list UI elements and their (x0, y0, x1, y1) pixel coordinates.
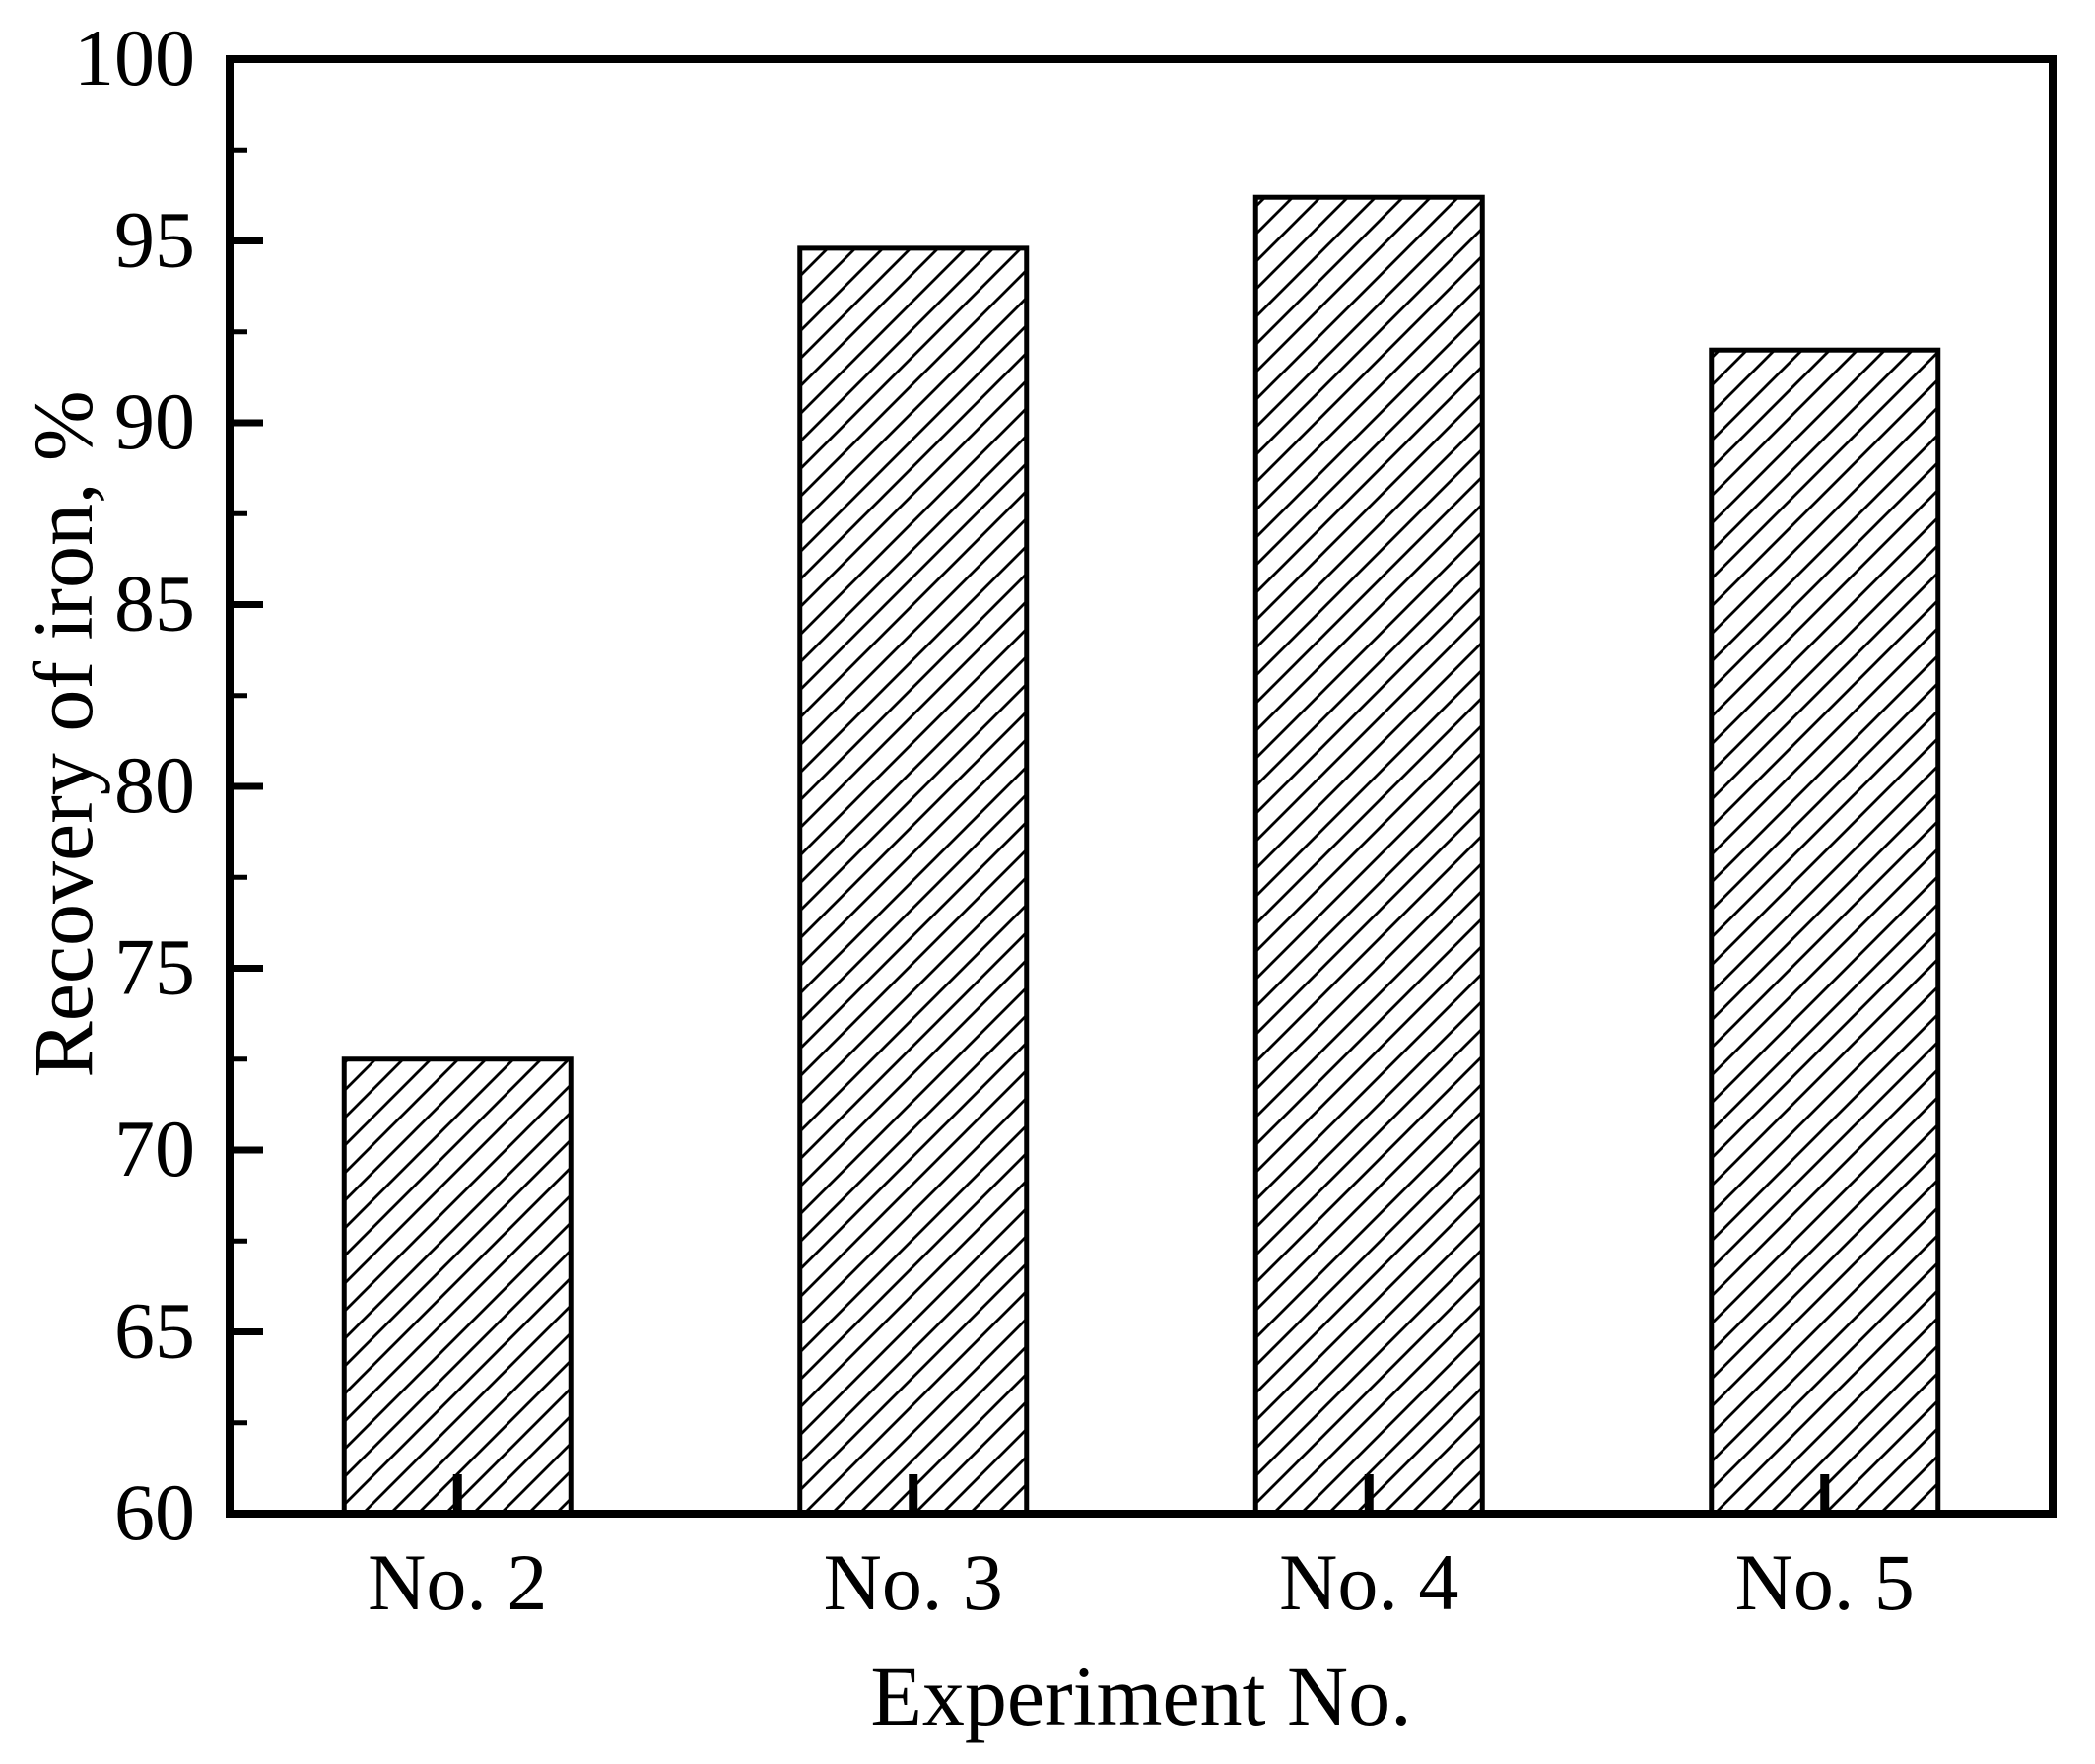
y-tick-label: 100 (74, 13, 195, 102)
bar-no-5 (1709, 347, 1941, 1517)
bar-no-2 (341, 1056, 574, 1517)
bars-group (341, 194, 1941, 1517)
y-tick-label: 90 (114, 376, 195, 466)
x-tick-label: No. 5 (1735, 1537, 1915, 1627)
y-tick-label: 75 (114, 922, 195, 1012)
bar-no-4 (1252, 194, 1485, 1517)
tick-labels-group: 60 65 70 75 80 85 90 95 100 No. 2 No. 3 No. 4 No. 5 (74, 13, 1915, 1627)
y-tick-label: 85 (114, 559, 195, 648)
axis-ticks-group (230, 147, 1830, 1510)
x-tick-label: No. 2 (368, 1537, 547, 1627)
plot-frame (226, 55, 2057, 1518)
x-tick-label: No. 4 (1279, 1537, 1458, 1627)
bar-no-3 (797, 245, 1030, 1517)
y-tick-label: 80 (114, 740, 195, 830)
y-tick-label: 95 (114, 195, 195, 285)
y-tick-label: 70 (114, 1104, 195, 1193)
y-tick-label: 60 (114, 1467, 195, 1557)
x-tick-label: No. 3 (824, 1537, 1003, 1627)
y-axis-title: Recovery of iron, % (16, 390, 110, 1077)
y-tick-label: 65 (114, 1286, 195, 1376)
x-axis-title: Experiment No. (870, 1649, 1411, 1743)
